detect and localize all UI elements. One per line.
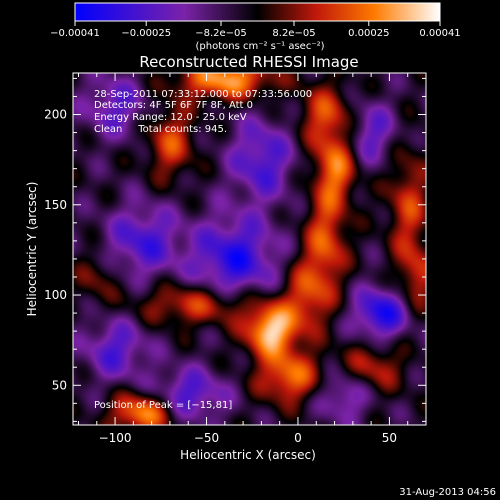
colorbar-tick-label: 0.00041: [419, 28, 460, 39]
x-tick-label: −50: [194, 431, 219, 445]
y-tick-label: 150: [44, 198, 67, 212]
annotation-peak: Position of Peak = [−15,81]: [94, 400, 232, 411]
colorbar-units: (photons cm⁻² s⁻¹ asec⁻²): [195, 41, 324, 52]
colorbar-tick-label: −8.2e−05: [195, 28, 247, 39]
chart-title: Reconstructed RHESSI Image: [139, 53, 358, 71]
y-axis-label: Heliocentric Y (arcsec): [25, 182, 39, 317]
colorbar-tick-label: 8.2e−05: [272, 28, 315, 39]
x-tick-label: 0: [294, 431, 302, 445]
colorbar-ticks: −0.00041 −0.00025 −8.2e−05 8.2e−05 0.00025 0.…: [50, 21, 461, 39]
plot-frame: [72, 72, 427, 426]
y-tick-label: 50: [52, 378, 67, 392]
x-tick-label: 50: [382, 431, 397, 445]
heatmap-container: [73, 73, 426, 425]
x-tick-label: −100: [99, 431, 132, 445]
colorbar-tick-label: −0.00041: [50, 28, 100, 39]
annotation-method: Clean Total counts: 945.: [94, 124, 227, 135]
colorbar-tick-label: 0.00025: [348, 28, 389, 39]
footer-timestamp: 31-Aug-2013 04:56: [399, 487, 496, 498]
annotation-detectors: Detectors: 4F 5F 6F 7F 8F, Att 0: [94, 100, 253, 111]
y-tick-label: 200: [44, 108, 67, 122]
x-axis: −100 −50 0 50: [77, 73, 427, 445]
colorbar-tick-label: −0.00025: [121, 28, 171, 39]
x-axis-label: Heliocentric X (arcsec): [180, 448, 316, 462]
y-axis: 50 100 150 200: [44, 77, 426, 422]
annotation-energy: Energy Range: 12.0 - 25.0 keV: [94, 112, 247, 123]
heatmap-image: [73, 73, 426, 425]
annotation-time: 28-Sep-2011 07:33:12.000 to 07:33:56.000: [94, 89, 312, 100]
colorbar: [74, 2, 441, 22]
y-tick-label: 100: [44, 288, 67, 302]
